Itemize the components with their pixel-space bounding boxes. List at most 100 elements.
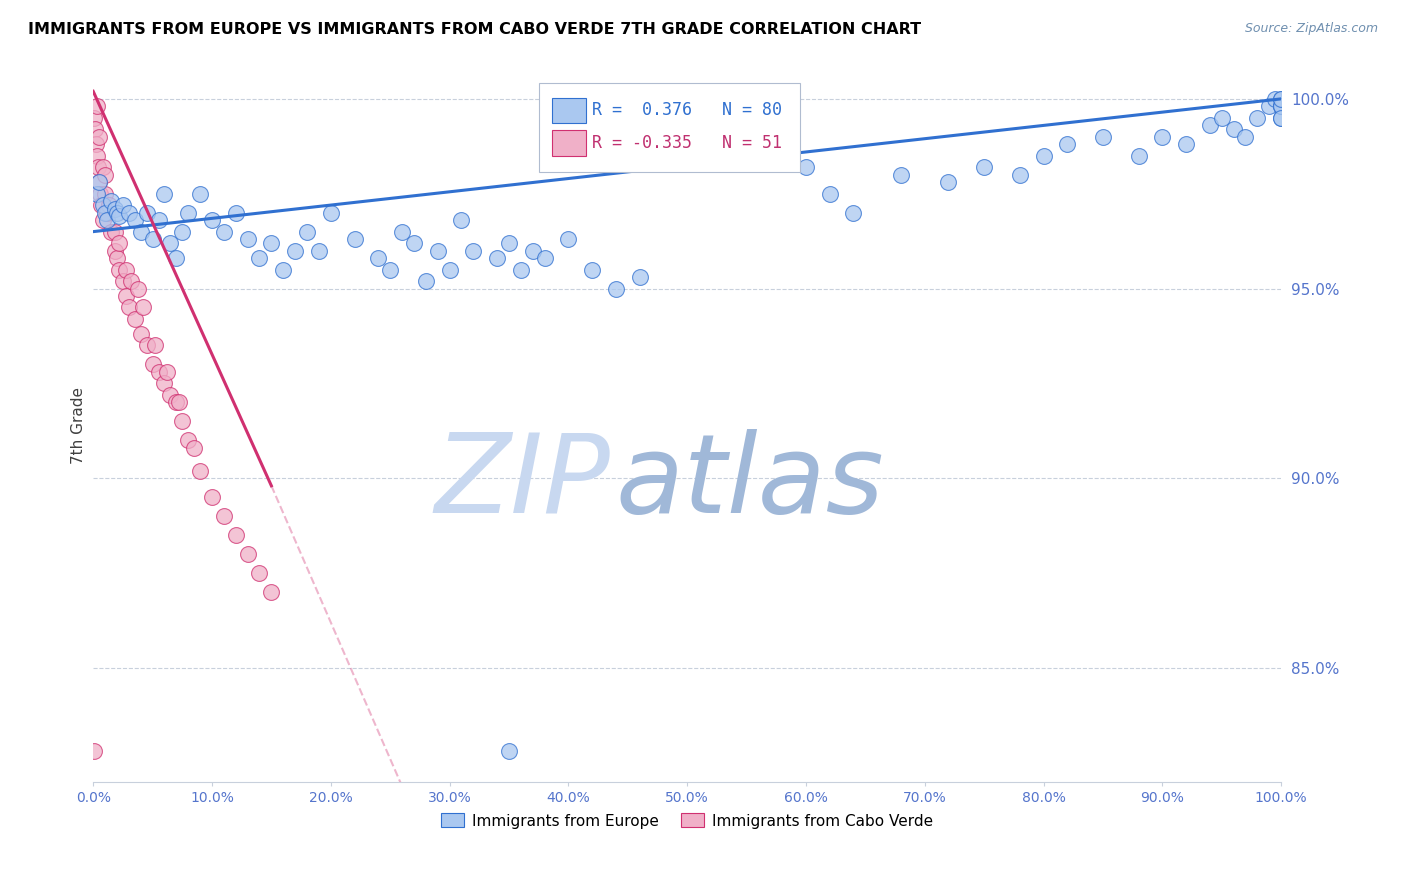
Point [83,744,105,758]
Point [135,205,157,219]
Point [148,213,170,227]
Point [522,244,544,258]
Point [108,210,131,224]
Point [94,186,117,201]
Point [177,205,200,219]
Point [225,528,247,542]
Point [367,251,389,265]
Point [391,225,413,239]
Point [1270,111,1292,125]
FancyBboxPatch shape [551,98,586,123]
Point [628,270,651,285]
Point [415,274,437,288]
Point [105,251,128,265]
Point [308,244,330,258]
Point [132,301,155,315]
Point [83,111,105,125]
Point [1222,122,1244,136]
Point [165,395,187,409]
Point [1152,129,1174,144]
Point [105,205,128,219]
Point [890,168,912,182]
Point [1258,99,1281,113]
Point [135,338,157,352]
Point [183,441,205,455]
Point [96,213,118,227]
Point [271,262,294,277]
Point [177,434,200,448]
Point [91,160,114,174]
Point [236,547,259,561]
Point [142,358,165,372]
Point [605,281,627,295]
Text: Source: ZipAtlas.com: Source: ZipAtlas.com [1244,22,1378,36]
Point [103,225,125,239]
FancyBboxPatch shape [538,83,800,172]
Point [90,198,112,212]
Text: R =  0.376   N = 80: R = 0.376 N = 80 [592,101,782,119]
Point [129,225,152,239]
Point [426,244,449,258]
Point [249,251,271,265]
Point [295,225,318,239]
Point [159,388,181,402]
Point [91,213,114,227]
Point [212,509,235,524]
Point [557,232,579,246]
Point [89,186,111,201]
Legend: Immigrants from Europe, Immigrants from Cabo Verde: Immigrants from Europe, Immigrants from … [434,807,939,835]
Point [973,160,995,174]
Point [118,301,141,315]
Point [172,225,194,239]
Point [1270,92,1292,106]
Point [1056,137,1078,152]
Point [1032,149,1054,163]
Point [94,205,117,219]
Point [1211,111,1233,125]
Point [172,414,194,428]
Point [509,262,531,277]
Point [165,251,187,265]
Point [284,244,307,258]
Point [100,225,122,239]
Point [86,186,108,201]
Point [142,232,165,246]
Point [842,205,865,219]
Point [89,175,111,189]
Point [111,198,134,212]
Point [188,464,211,478]
Point [103,202,125,216]
Point [581,262,603,277]
Point [225,205,247,219]
Point [533,251,555,265]
Point [124,213,146,227]
Point [463,244,485,258]
Point [89,175,111,189]
Point [124,311,146,326]
Point [378,262,401,277]
Point [1270,111,1292,125]
Point [86,99,108,113]
Point [249,566,271,580]
Point [84,137,107,152]
Point [94,168,117,182]
Point [87,160,110,174]
Point [1270,99,1292,113]
Point [86,149,108,163]
Point [167,395,190,409]
Point [1175,137,1198,152]
FancyBboxPatch shape [551,130,586,155]
Point [188,186,211,201]
Point [115,289,138,303]
Point [201,490,224,504]
Point [1128,149,1150,163]
Point [91,198,114,212]
Point [100,194,122,209]
Point [1270,99,1292,113]
Point [498,744,520,758]
Point [402,235,425,250]
Point [148,365,170,379]
Point [159,235,181,250]
Point [84,122,107,136]
Point [1270,92,1292,106]
